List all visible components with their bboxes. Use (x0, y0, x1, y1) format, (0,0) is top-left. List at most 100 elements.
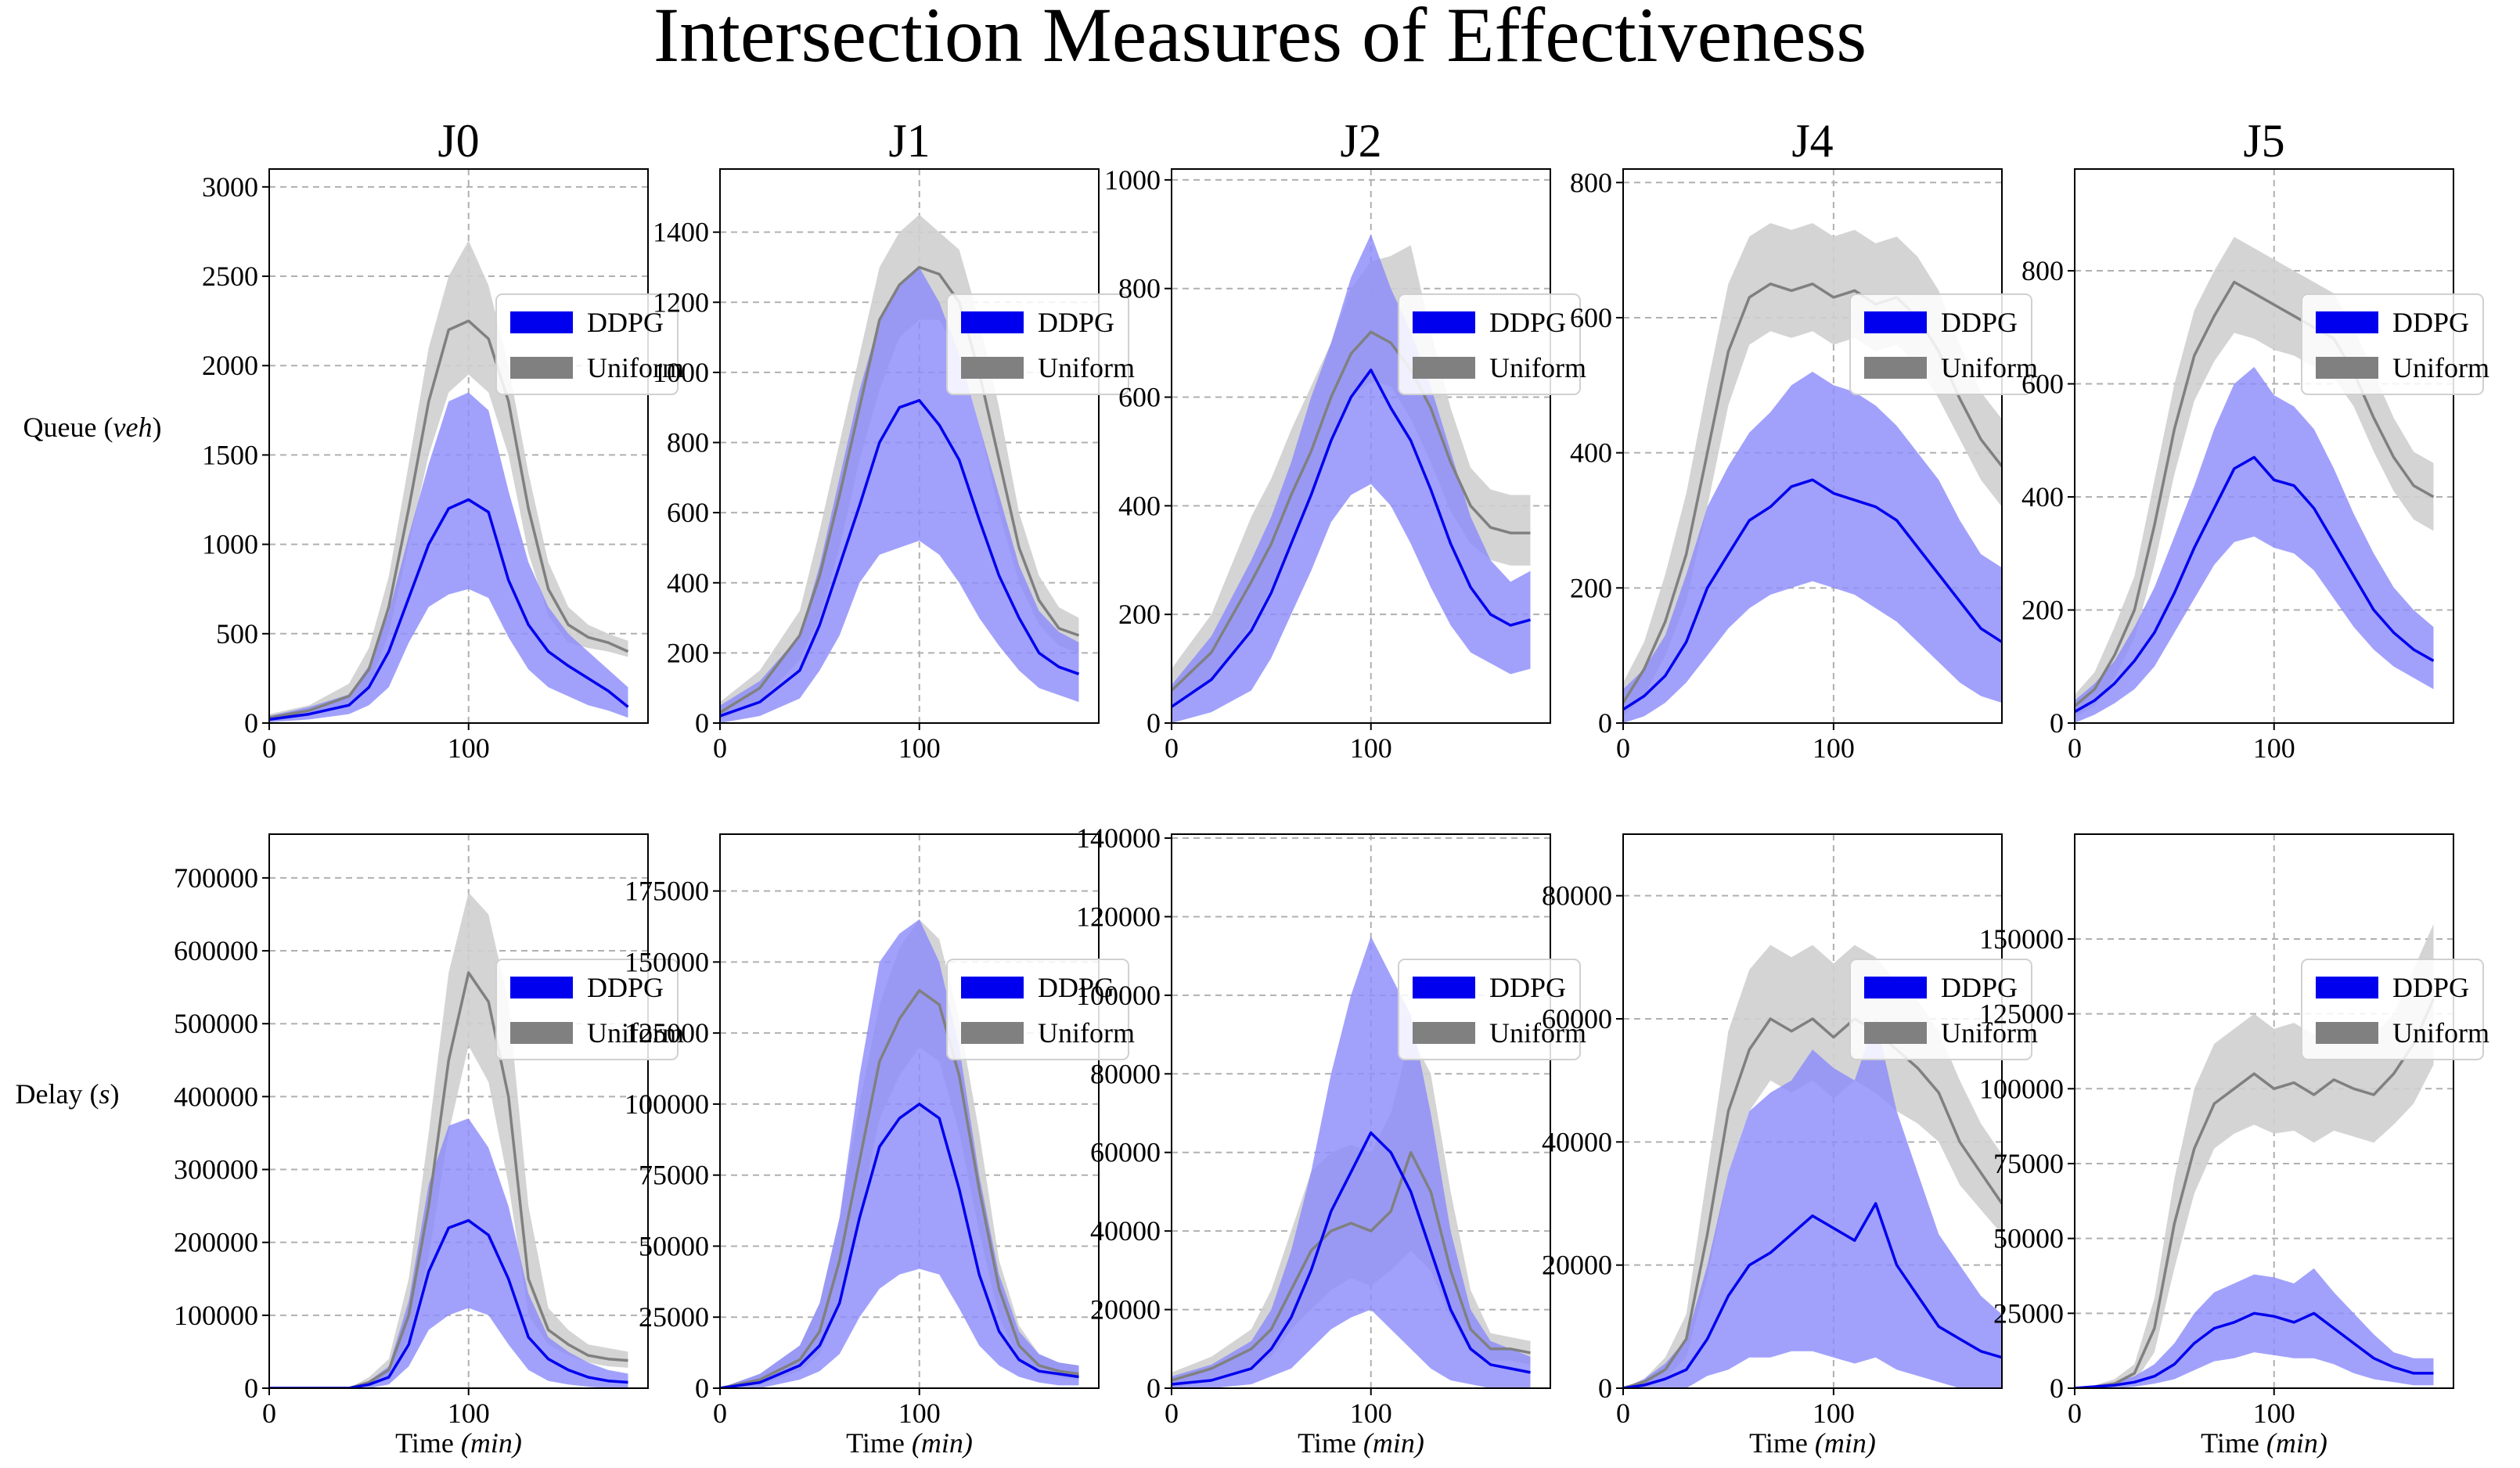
legend-label-ddpg: DDPG (587, 972, 664, 1003)
x-tick-label: 100 (1350, 1398, 1392, 1429)
y-tick-label: 75000 (639, 1160, 709, 1191)
panel-title: J1 (888, 115, 930, 167)
band-ddpg (1623, 1019, 2002, 1388)
panel-title: J2 (1340, 115, 1381, 167)
y-tick-label: 0 (1598, 1373, 1612, 1404)
x-axis-label: Time (min) (1749, 1427, 1876, 1459)
band-ddpg (1623, 372, 2002, 723)
y-tick-label: 0 (1147, 707, 1161, 739)
y-tick-label: 140000 (1076, 822, 1161, 854)
y-tick-label: 175000 (625, 876, 709, 907)
band-ddpg (2075, 1268, 2434, 1388)
x-tick-label: 0 (262, 1398, 276, 1429)
y-tick-label: 100000 (625, 1088, 709, 1120)
line-ddpg (269, 498, 629, 721)
band-uniform (720, 214, 1079, 720)
line-ddpg (269, 1218, 628, 1388)
y-tick-label: 600 (2021, 369, 2064, 400)
band-ddpg (269, 392, 628, 722)
y-tick-label: 120000 (1076, 901, 1161, 932)
panel-3-queue: 0 200 400 600 800 1000 0 100 J2 DDPG Uniform (1104, 115, 1586, 764)
panel-2-queue: 0 200 400 600 800 1000 1200 1400 0 100 J1 DDPG Unifo… (653, 115, 1135, 764)
legend-label-uniform: Uniform (1038, 352, 1135, 383)
x-axis-label: Time (min) (395, 1427, 522, 1459)
axes-frame (2074, 168, 2454, 724)
panel-title: J5 (2243, 115, 2284, 167)
y-tick-label: 800 (2021, 255, 2064, 286)
y-tick-label: 2000 (202, 350, 258, 381)
y-tick-label: 25000 (639, 1301, 709, 1333)
x-tick-label: 100 (2253, 732, 2295, 764)
y-tick-label: 60000 (1090, 1137, 1161, 1168)
panel-5-queue: 0 200 400 600 800 0 100 J5 DDPG Uniform (2021, 115, 2489, 764)
line-ddpg (2075, 1311, 2434, 1388)
plot-area (269, 240, 629, 722)
legend: DDPG Uniform (1398, 959, 1586, 1060)
legend-swatch-uniform (510, 357, 573, 379)
y-tick-label: 600 (1118, 382, 1161, 413)
legend-label-uniform: Uniform (1941, 352, 2038, 383)
plot-area (269, 892, 628, 1388)
legend-label-uniform: Uniform (1489, 352, 1586, 383)
legend-swatch-uniform (1864, 1022, 1927, 1044)
y-tick-label: 1000 (202, 529, 258, 560)
x-tick-label: 100 (1813, 1398, 1855, 1429)
line-uniform (720, 265, 1080, 714)
y-tick-label: 0 (244, 707, 258, 739)
legend: DDPG Uniform (2301, 959, 2489, 1060)
line-uniform (269, 319, 629, 719)
x-tick-label: 100 (898, 732, 941, 764)
x-tick-label: 0 (2068, 732, 2082, 764)
legend-swatch-uniform (961, 357, 1024, 379)
legend-label-uniform: Uniform (1038, 1017, 1135, 1049)
y-tick-label: 1400 (653, 217, 709, 248)
y-tick-label: 3000 (202, 171, 258, 203)
line-uniform (2075, 280, 2435, 707)
row-label-delay: Delay (s) (16, 1078, 120, 1110)
panel-1-queue: 0 500 1000 1500 2000 2500 3000 0 100 J0 DDPG Unifor… (202, 115, 684, 764)
legend-swatch-uniform (510, 1022, 573, 1044)
y-tick-label: 400000 (174, 1081, 258, 1112)
y-tick-label: 1000 (1104, 164, 1161, 196)
y-tick-label: 50000 (639, 1230, 709, 1261)
band-ddpg (1172, 936, 1531, 1388)
x-tick-label: 0 (1616, 732, 1630, 764)
legend-swatch-ddpg (1413, 311, 1475, 333)
legend-swatch-uniform (2316, 1022, 2378, 1044)
axes-frame (268, 168, 649, 724)
line-ddpg (1623, 478, 2002, 711)
axes-frame (1171, 168, 1551, 724)
y-tick-label: 1500 (202, 439, 258, 470)
legend-swatch-uniform (1864, 357, 1927, 379)
legend-label-uniform: Uniform (587, 352, 684, 383)
x-tick-label: 0 (1165, 732, 1179, 764)
legend-label-ddpg: DDPG (1941, 307, 2018, 338)
legend-swatch-ddpg (510, 977, 573, 998)
x-tick-label: 100 (448, 732, 490, 764)
y-tick-label: 1200 (653, 286, 709, 318)
legend-swatch-ddpg (961, 311, 1024, 333)
y-tick-label: 700000 (174, 862, 258, 894)
y-tick-label: 0 (244, 1373, 258, 1404)
legend-label-ddpg: DDPG (1038, 972, 1114, 1003)
y-tick-label: 500000 (174, 1008, 258, 1039)
legend: DDPG Uniform (495, 293, 684, 395)
y-tick-label: 200 (1570, 572, 1612, 603)
legend-swatch-ddpg (1864, 311, 1927, 333)
y-tick-label: 75000 (1993, 1148, 2064, 1179)
legend-label-ddpg: DDPG (1941, 972, 2018, 1003)
line-ddpg (720, 1103, 1079, 1388)
band-ddpg (2075, 366, 2434, 723)
y-tick-label: 400 (2021, 481, 2064, 513)
legend-label-ddpg: DDPG (2392, 307, 2469, 338)
y-tick-label: 200 (667, 637, 709, 668)
panel-4-queue: 0 200 400 600 800 0 100 J4 DDPG Uniform (1570, 115, 2038, 764)
plot-area (720, 919, 1079, 1388)
legend: DDPG Uniform (1398, 293, 1586, 395)
legend-swatch-ddpg (961, 977, 1024, 998)
line-uniform (2075, 998, 2435, 1388)
legend-swatch-ddpg (1413, 977, 1475, 998)
band-uniform (269, 892, 628, 1388)
legend: DDPG Uniform (2301, 293, 2489, 395)
